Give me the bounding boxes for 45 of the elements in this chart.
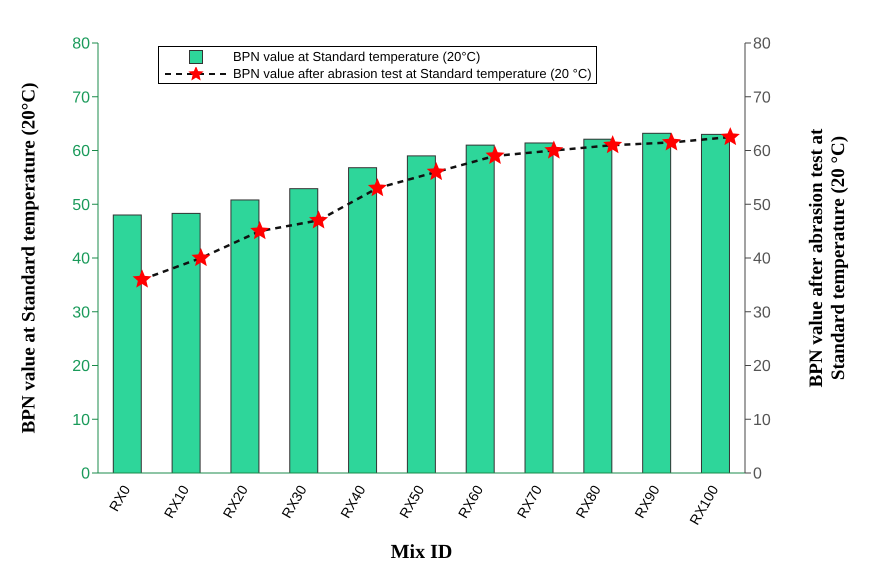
y2-tick-label: 30 <box>753 304 771 322</box>
y-tick-label: 50 <box>72 196 90 214</box>
y-axis-title: BPN value at Standard temperature (20°C) <box>18 82 40 434</box>
y2-tick-label: 60 <box>753 143 771 160</box>
bar <box>348 167 378 473</box>
y-tick-label: 0 <box>81 466 90 483</box>
y2-tick-label: 10 <box>753 412 771 429</box>
y2-tick-label: 20 <box>753 358 771 376</box>
point <box>603 135 622 154</box>
bar <box>289 188 318 473</box>
point <box>662 132 681 151</box>
bar <box>524 142 554 473</box>
point <box>191 248 210 266</box>
y-tick-label: 70 <box>72 89 90 106</box>
bar <box>583 138 612 473</box>
point <box>720 127 740 146</box>
y-tick-label: 40 <box>72 250 90 268</box>
y2-tick-label: 80 <box>753 36 771 53</box>
point <box>368 178 387 196</box>
point <box>132 270 152 288</box>
bar <box>700 134 730 473</box>
y-tick-label: 10 <box>72 412 90 429</box>
point <box>250 221 270 240</box>
point <box>486 146 505 164</box>
y2-axis-title: BPN value after abrasion test at Standard temperature (20 °C) <box>806 128 849 388</box>
y-tick-label: 30 <box>72 304 90 322</box>
point <box>544 140 564 159</box>
bar <box>466 144 495 473</box>
y2-tick-label: 50 <box>753 196 771 214</box>
y2-tick-label: 70 <box>753 89 771 106</box>
y2-tick-label: 0 <box>753 466 762 483</box>
y-tick-label: 80 <box>72 36 90 53</box>
bar <box>642 132 672 473</box>
x-axis-title: Mix ID <box>390 541 452 563</box>
legend-label: BPN value after abrasion test at Standard temperature (20 °C) <box>233 65 592 82</box>
bar <box>172 212 201 473</box>
legend-label: BPN value at Standard temperature (20°C) <box>233 48 480 65</box>
point <box>309 210 328 228</box>
bar <box>112 214 142 473</box>
y-tick-label: 60 <box>72 143 90 160</box>
bar <box>230 199 260 473</box>
point <box>426 162 446 180</box>
y-tick-label: 20 <box>72 358 90 376</box>
y2-tick-label: 40 <box>753 250 771 268</box>
bar <box>406 155 436 473</box>
